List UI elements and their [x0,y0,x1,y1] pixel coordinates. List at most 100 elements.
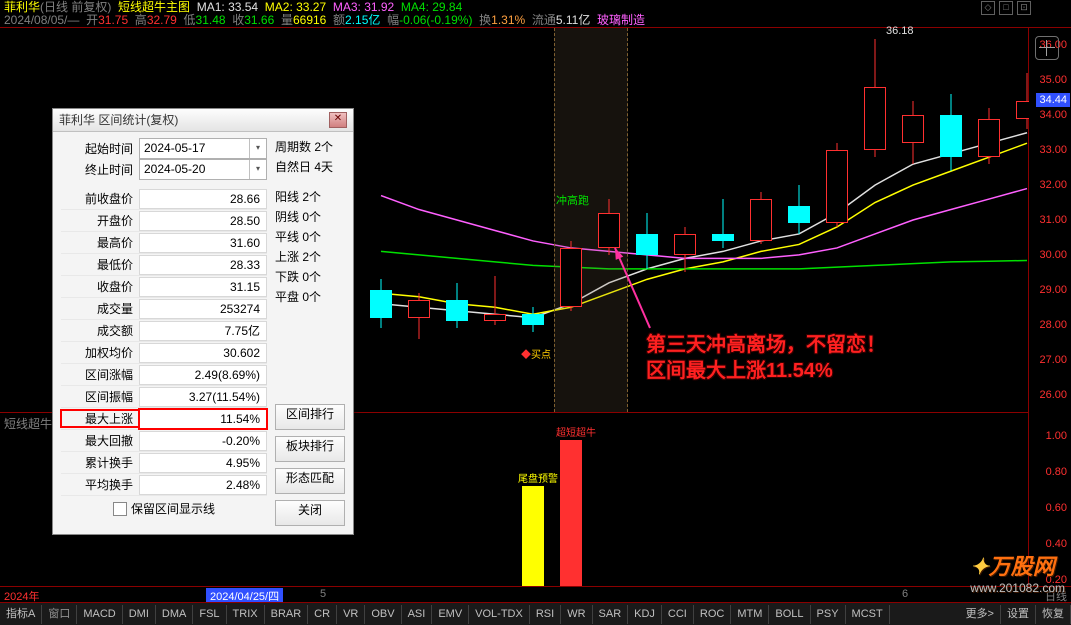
indicator-tab[interactable]: TRIX [227,605,265,624]
dropdown-icon[interactable]: ▾ [249,160,266,179]
dialog-button[interactable]: 板块排行 [275,436,345,462]
indicator-tab[interactable]: FSL [193,605,226,624]
stats-row-value: 28.50 [139,211,267,231]
indicator-tab[interactable]: DMI [123,605,156,624]
indicator-tab[interactable]: MACD [77,605,122,624]
close-value: 31.66 [244,13,274,27]
open-label: 开 [86,13,98,27]
indicator-tab[interactable]: ASI [402,605,433,624]
stats-row: 成交额7.75亿 [61,320,267,342]
amt-value: 2.15亿 [345,13,380,27]
sub-bar [560,440,582,586]
indicator-tab[interactable]: CR [308,605,337,624]
stats-row-label: 最大回撤 [61,432,139,449]
end-date-input[interactable]: 2024-05-20 ▾ [139,159,267,180]
dropdown-icon[interactable]: ▾ [249,139,266,158]
annotation-line2: 区间最大上涨11.54% [646,358,886,384]
price-axis-label: 27.00 [1039,354,1067,366]
stats-row: 区间振幅3.27(11.54%) [61,386,267,408]
high-value: 32.79 [147,13,177,27]
indicator-tab[interactable]: VOL-TDX [469,605,530,624]
stats-row-label: 前收盘价 [61,190,139,207]
sub-axis-label: 0.80 [1046,466,1067,478]
stats-row-label: 累计换手 [61,454,139,471]
indicator-tab[interactable]: MTM [731,605,769,624]
indicator-tab[interactable]: RSI [530,605,561,624]
stats-row: 区间涨幅2.49(8.69%) [61,364,267,386]
range-stats-dialog[interactable]: 菲利华 区间统计(复权) ✕ 起始时间 2024-05-17 ▾ 终止时间 20… [52,108,354,535]
price-axis-label: 35.00 [1039,74,1067,86]
close-icon[interactable]: ✕ [329,112,347,128]
dialog-button[interactable]: 区间排行 [275,404,345,430]
stats-row-value: 11.54% [139,409,267,429]
header-icon-3[interactable]: ⊡ [1017,1,1031,15]
stats-row: 前收盘价28.66 [61,188,267,210]
annotation-line1: 第三天冲高离场，不留恋！ [646,332,886,358]
price-axis-label: 30.00 [1039,249,1067,261]
indicator-tab[interactable]: WR [561,605,592,624]
tab-left-label[interactable]: 指标A [0,605,42,624]
sub-signal-1: 尾盘预警 [518,470,558,485]
days-value: 4天 [314,160,333,174]
dialog-titlebar[interactable]: 菲利华 区间统计(复权) ✕ [53,109,353,132]
price-axis-label: 34.00 [1039,109,1067,121]
header-bar: 菲利华(日线 前复权) 短线超牛主图 MA1: 33.54 MA2: 33.27… [0,0,1071,28]
indicator-tab[interactable]: MCST [846,605,890,624]
price-axis-label: 32.00 [1039,179,1067,191]
indicator-tab[interactable]: VR [337,605,365,624]
keep-range-checkbox[interactable] [113,502,127,516]
stats-row-label: 加权均价 [61,344,139,361]
ma4-label: MA4: [401,0,429,14]
sub-axis-label: 1.00 [1046,430,1067,442]
indicator-tab[interactable]: PSY [811,605,846,624]
watermark-brand: 万股网 [989,554,1055,579]
tab-window[interactable]: 窗口 [42,605,77,624]
dialog-button[interactable]: 关闭 [275,500,345,526]
tab-more[interactable]: 更多> [960,605,1001,624]
stats-row: 成交量253274 [61,298,267,320]
price-axis-label: 29.00 [1039,284,1067,296]
indicator-tab[interactable]: DMA [156,605,193,624]
stats-row: 最高价31.60 [61,232,267,254]
indicator-tab[interactable]: ROC [694,605,731,624]
indicator-tab[interactable]: EMV [432,605,469,624]
sub-signal-2: 超短超牛 [556,424,596,439]
stats-row-label: 区间涨幅 [61,366,139,383]
green-tag: 冲高跑 [556,192,589,208]
indicator-tab[interactable]: SAR [593,605,629,624]
stats-row-label: 最大上涨 [61,410,139,427]
header-icon-1[interactable]: ◇ [981,1,995,15]
indicator-tab[interactable]: CCI [662,605,694,624]
indicator-tab[interactable]: BRAR [265,605,309,624]
stats-row-label: 区间振幅 [61,388,139,405]
price-axis-label: 33.00 [1039,144,1067,156]
tab-settings[interactable]: 设置 [1001,605,1036,624]
sub-title: 短线超牛 [4,415,52,432]
stats-row-value: 253274 [139,299,267,319]
line-stat: 下跌 0个 [275,268,345,286]
indicator-tab[interactable]: KDJ [628,605,662,624]
crosshair-icon[interactable] [1035,36,1059,60]
stats-row-label: 收盘价 [61,278,139,295]
stats-row: 平均换手2.48% [61,474,267,496]
start-date-label: 起始时间 [61,140,139,157]
tab-restore[interactable]: 恢复 [1036,605,1071,624]
line-stat: 阴线 0个 [275,208,345,226]
header-icon-2[interactable]: □ [999,1,1013,15]
vol-label: 量 [281,13,293,27]
ma3-label: MA3: [333,0,361,14]
price-axis-label: 28.00 [1039,319,1067,331]
buy-marker: ◆买点 [520,346,552,361]
keep-range-label: 保留区间显示线 [131,500,215,517]
start-date-input[interactable]: 2024-05-17 ▾ [139,138,267,159]
dialog-button[interactable]: 形态匹配 [275,468,345,494]
indicator-tab[interactable]: OBV [365,605,401,624]
indicator-name: 短线超牛主图 [118,0,190,14]
float-value: 5.11亿 [556,13,590,27]
open-value: 31.75 [98,13,128,27]
indicator-tab[interactable]: BOLL [769,605,810,624]
stock-name: 菲利华 [4,0,40,14]
stats-row-value: 28.33 [139,255,267,275]
header-date: 2024/08/05/— [4,13,79,27]
stats-row-label: 成交量 [61,300,139,317]
